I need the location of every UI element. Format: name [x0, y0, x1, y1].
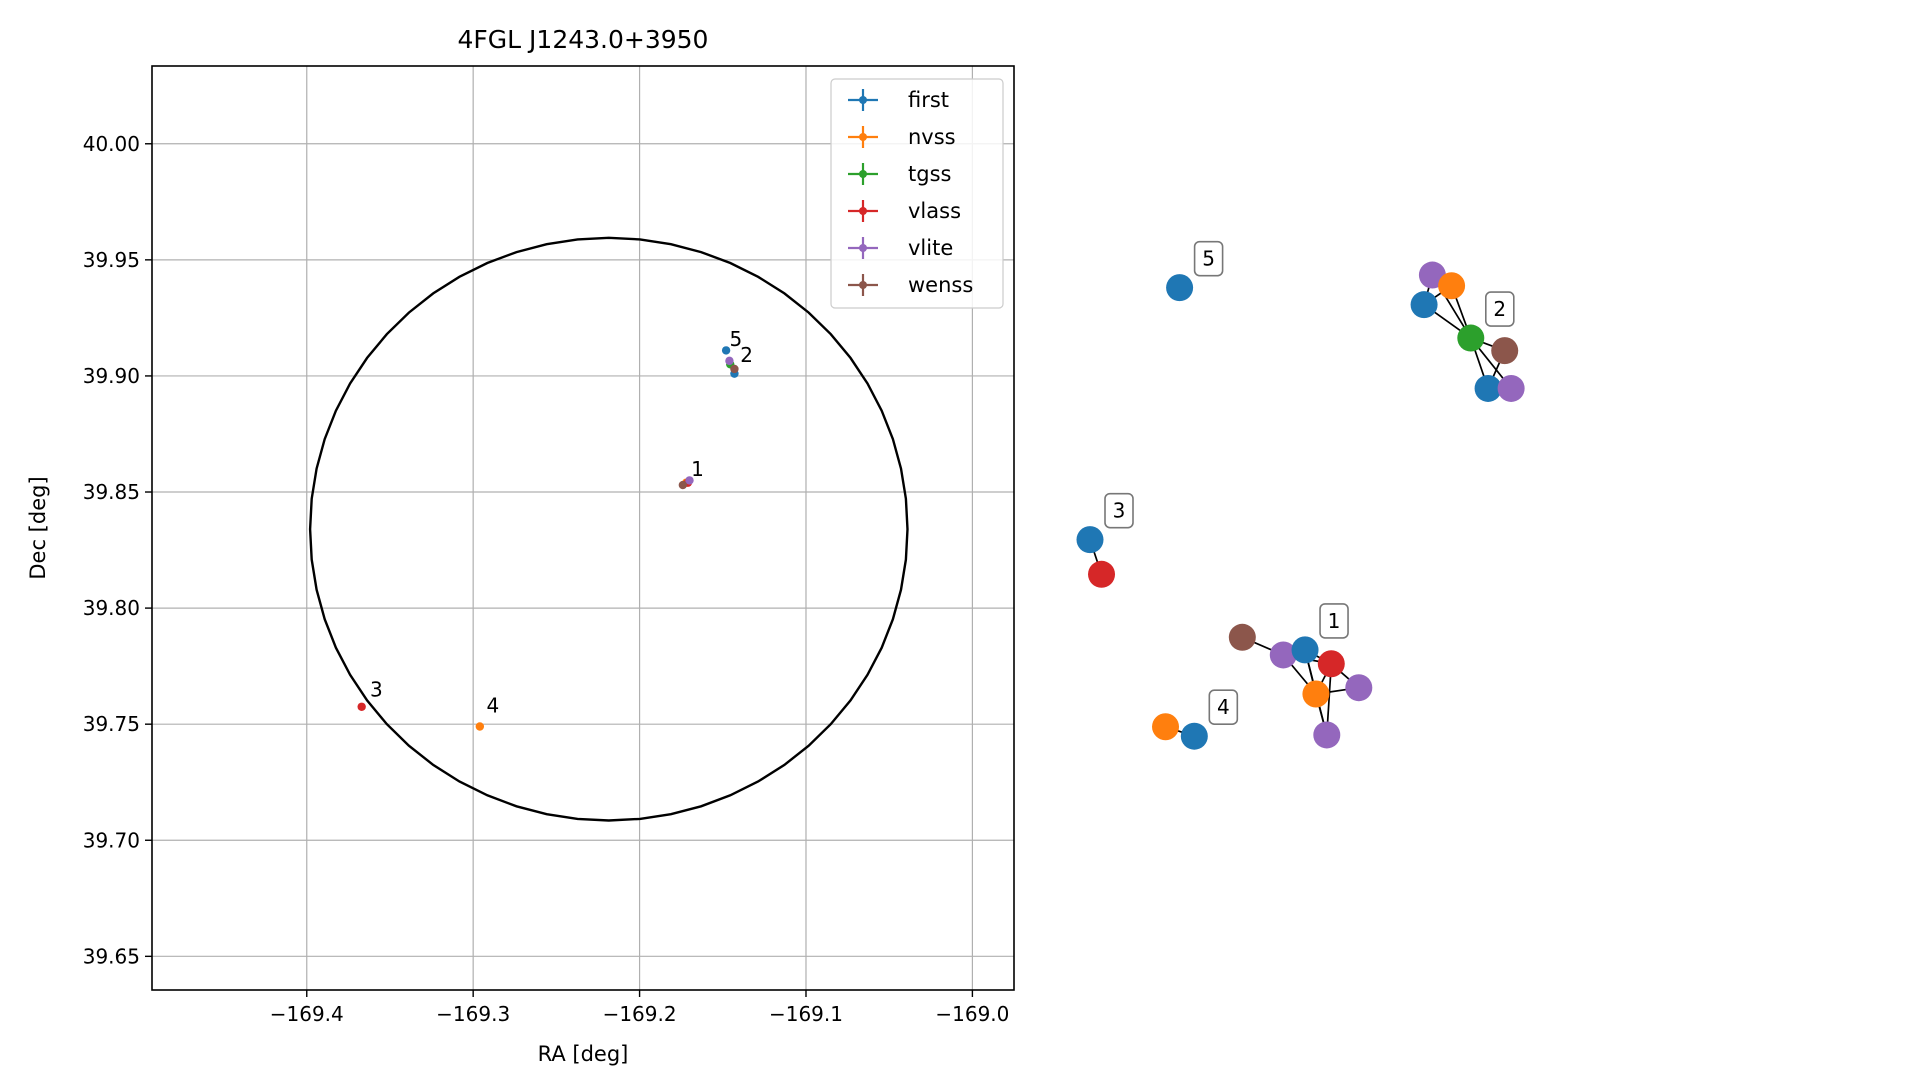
- network-group-label: 5: [1193, 240, 1224, 277]
- legend-label: vlite: [908, 236, 953, 260]
- plot-frame: [151, 65, 1015, 991]
- network-node: [1410, 291, 1438, 319]
- y-tick-label: 39.85: [83, 480, 140, 504]
- legend-label: nvss: [908, 125, 956, 149]
- network-node: [1269, 641, 1297, 669]
- x-axis-ticks: −169.4 −169.3 −169.2 −169.1 −169.0: [270, 990, 1009, 1026]
- legend-label: wenss: [908, 273, 973, 297]
- network-nodes: [1076, 261, 1525, 750]
- network-panel: 5 2 3 1 4: [1076, 240, 1525, 750]
- network-group-label: 4: [1208, 689, 1239, 726]
- legend-label: first: [908, 88, 949, 112]
- network-group-label: 1: [1319, 603, 1349, 639]
- network-node: [1474, 374, 1502, 402]
- network-node: [1152, 713, 1180, 741]
- y-tick-label: 39.65: [83, 944, 140, 968]
- point-first: [721, 346, 731, 355]
- network-edges: [1089, 274, 1512, 738]
- network-label-box: [1208, 689, 1239, 726]
- point-annotation: 2: [740, 343, 753, 367]
- network-label-text: 2: [1493, 297, 1506, 321]
- point-annotation: 4: [486, 694, 499, 718]
- y-axis-ticks: 39.65 39.70 39.75 39.80 39.85 39.90 39.95 40.00: [83, 132, 152, 968]
- legend-label: tgss: [908, 162, 951, 186]
- legend-items: first nvss tgss vlass vlite wenss: [848, 88, 973, 297]
- point-vlass: [357, 702, 366, 711]
- legend: first nvss tgss vlass vlite wenss: [830, 78, 1004, 309]
- network-node: [1491, 337, 1519, 365]
- network-node: [1317, 650, 1345, 678]
- legend-item-first: first: [848, 88, 949, 112]
- network-label-box: [1485, 291, 1515, 327]
- legend-item-vlass: vlass: [848, 199, 961, 223]
- y-tick-label: 39.80: [83, 596, 140, 620]
- y-tick-label: 39.70: [83, 828, 140, 852]
- legend-item-nvss: nvss: [848, 125, 956, 149]
- legend-label: vlass: [908, 199, 961, 223]
- y-tick-label: 39.95: [83, 248, 140, 272]
- legend-item-tgss: tgss: [848, 162, 951, 186]
- point-annotations: 52 1 3 4: [370, 327, 753, 718]
- legend-marker-dot: [859, 170, 867, 178]
- point-wenss: [730, 364, 739, 374]
- network-node: [1088, 560, 1116, 588]
- x-tick-label: −169.0: [935, 1002, 1009, 1026]
- network-group-label: 3: [1104, 492, 1134, 529]
- legend-marker-dot: [859, 244, 867, 252]
- chart-title: 4FGL J1243.0+3950: [458, 25, 709, 54]
- y-tick-label: 39.75: [83, 712, 140, 736]
- network-label-text: 3: [1113, 499, 1126, 523]
- network-node: [1313, 721, 1341, 749]
- network-label-box: [1319, 603, 1349, 639]
- x-axis-label: RA [deg]: [538, 1042, 629, 1066]
- point-annotation: 5: [729, 327, 742, 351]
- network-label-text: 1: [1328, 609, 1341, 633]
- network-node: [1180, 722, 1208, 750]
- network-label-box: [1193, 240, 1224, 277]
- network-group-labels: 5 2 3 1 4: [1104, 240, 1515, 726]
- network-label-box: [1104, 492, 1134, 529]
- y-axis-label: Dec [deg]: [26, 476, 50, 579]
- x-tick-label: −169.3: [436, 1002, 510, 1026]
- point-wenss: [678, 480, 688, 490]
- legend-marker-dot: [859, 281, 867, 289]
- network-node: [1291, 636, 1319, 664]
- network-node: [1302, 680, 1330, 708]
- legend-item-wenss: wenss: [848, 273, 973, 297]
- uncertainty-ellipse: [308, 236, 909, 822]
- network-node: [1497, 374, 1525, 402]
- uncertainty-ellipse-layer: [308, 236, 909, 822]
- network-node: [1166, 274, 1194, 302]
- network-label-text: 4: [1217, 695, 1230, 719]
- network-group-label: 2: [1485, 291, 1515, 327]
- legend-marker-dot: [859, 133, 867, 141]
- point-nvss: [475, 722, 485, 731]
- network-node: [1228, 623, 1256, 651]
- legend-item-vlite: vlite: [848, 236, 953, 260]
- network-label-text: 5: [1202, 247, 1215, 271]
- point-vlite: [685, 476, 694, 485]
- y-tick-label: 39.90: [83, 364, 140, 388]
- x-tick-label: −169.2: [603, 1002, 677, 1026]
- network-node: [1438, 272, 1466, 300]
- network-node: [1076, 526, 1104, 554]
- point-vlite: [725, 356, 734, 366]
- y-tick-label: 40.00: [83, 132, 140, 156]
- x-tick-label: −169.4: [270, 1002, 344, 1026]
- points-layer: [357, 346, 739, 731]
- network-node: [1457, 324, 1485, 352]
- point-annotation: 1: [691, 457, 704, 481]
- point-annotation: 3: [370, 677, 383, 701]
- network-node: [1345, 674, 1373, 702]
- legend-marker-dot: [859, 96, 867, 104]
- legend-marker-dot: [859, 207, 867, 215]
- x-tick-label: −169.1: [769, 1002, 843, 1026]
